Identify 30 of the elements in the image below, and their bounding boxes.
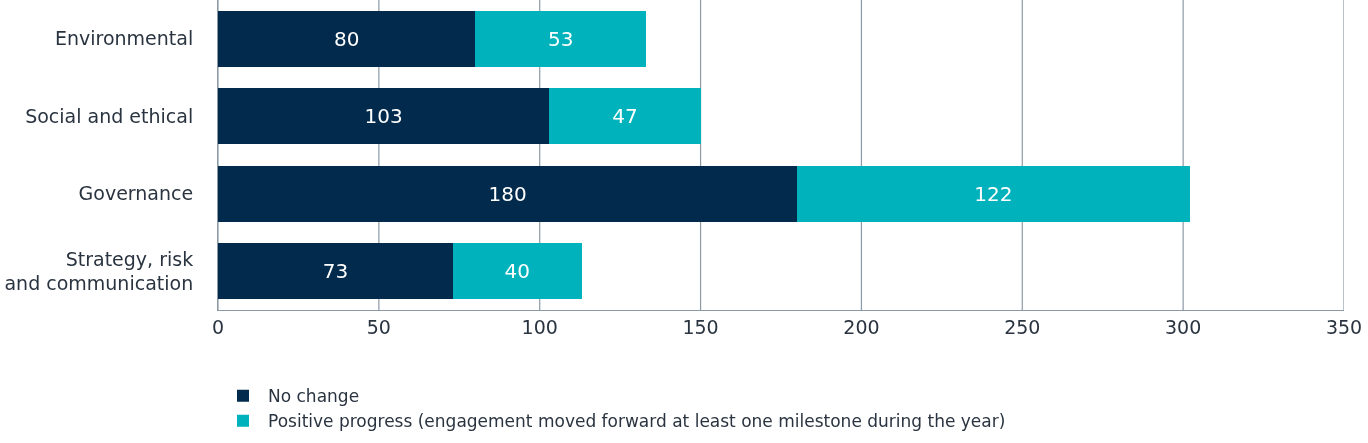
bar [797, 165, 1190, 222]
data-label: 40 [504, 259, 530, 284]
data-label: 80 [333, 26, 360, 51]
bar [549, 88, 701, 145]
bar [218, 165, 798, 222]
x-tick-label: 100 [521, 316, 558, 338]
bar [452, 243, 582, 300]
y-tick-label: Environmental [54, 27, 194, 50]
data-label: 122 [974, 181, 1013, 206]
bar [218, 88, 550, 145]
y-tick-label: Strategy, risk and communication [4, 247, 194, 295]
bar [218, 10, 476, 67]
legend-label: No change [268, 386, 360, 407]
bar [218, 243, 453, 300]
y-tick-label: Governance [78, 182, 194, 205]
x-tick-label: 150 [682, 316, 719, 338]
x-tick-label: 200 [843, 316, 880, 338]
data-label: 73 [322, 259, 349, 284]
x-tick-label: 50 [366, 316, 391, 338]
data-label: 180 [488, 181, 527, 206]
data-label: 53 [547, 26, 574, 51]
x-tick-label: 0 [211, 316, 225, 338]
data-label: 47 [612, 104, 638, 129]
x-tick-label: 350 [1325, 316, 1363, 338]
legend-label: Positive progress (engagement moved forward at least one milestone during the year) [268, 411, 1006, 432]
bar [475, 10, 646, 67]
y-tick-label: Social and ethical [25, 104, 194, 127]
data-label: 103 [364, 104, 403, 129]
x-tick-label: 250 [1004, 316, 1041, 338]
x-tick-label: 300 [1165, 316, 1202, 338]
